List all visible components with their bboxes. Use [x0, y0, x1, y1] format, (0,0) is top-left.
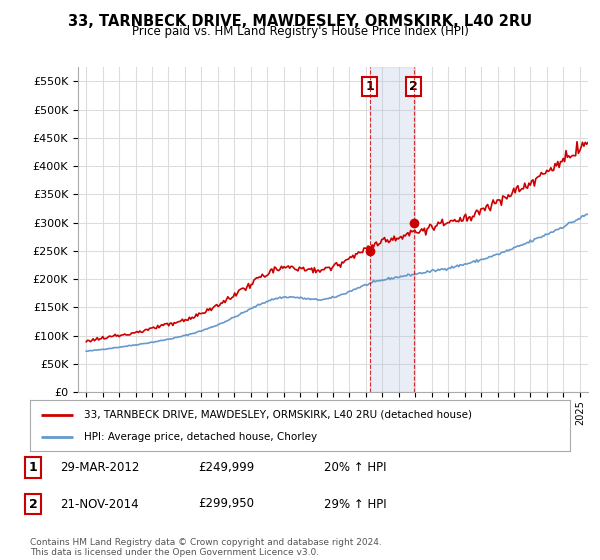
Text: HPI: Average price, detached house, Chorley: HPI: Average price, detached house, Chor… [84, 432, 317, 442]
Text: 1: 1 [365, 80, 374, 93]
Text: 2: 2 [409, 80, 418, 93]
Text: 29-MAR-2012: 29-MAR-2012 [60, 461, 139, 474]
Text: 1: 1 [29, 461, 37, 474]
Text: 33, TARNBECK DRIVE, MAWDESLEY, ORMSKIRK, L40 2RU: 33, TARNBECK DRIVE, MAWDESLEY, ORMSKIRK,… [68, 14, 532, 29]
Text: 20% ↑ HPI: 20% ↑ HPI [324, 461, 386, 474]
Text: 29% ↑ HPI: 29% ↑ HPI [324, 497, 386, 511]
Text: £249,999: £249,999 [198, 461, 254, 474]
Text: 2: 2 [29, 497, 37, 511]
Bar [370, 67, 413, 392]
Text: 21-NOV-2014: 21-NOV-2014 [60, 497, 139, 511]
Text: Price paid vs. HM Land Registry's House Price Index (HPI): Price paid vs. HM Land Registry's House … [131, 25, 469, 38]
Text: £299,950: £299,950 [198, 497, 254, 511]
Text: Contains HM Land Registry data © Crown copyright and database right 2024.
This d: Contains HM Land Registry data © Crown c… [30, 538, 382, 557]
Text: 33, TARNBECK DRIVE, MAWDESLEY, ORMSKIRK, L40 2RU (detached house): 33, TARNBECK DRIVE, MAWDESLEY, ORMSKIRK,… [84, 409, 472, 419]
